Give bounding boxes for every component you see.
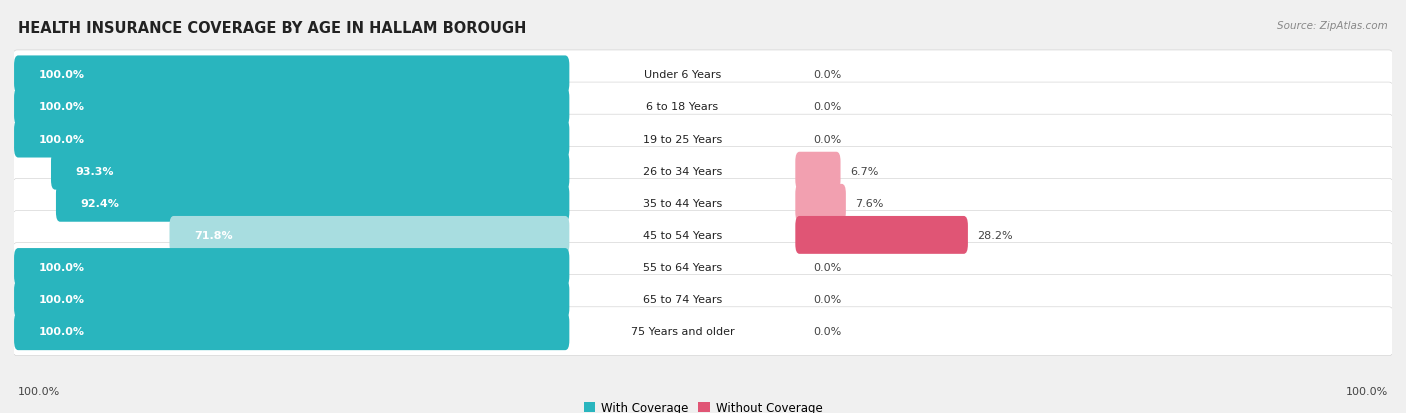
- Text: 100.0%: 100.0%: [39, 70, 84, 80]
- Text: 0.0%: 0.0%: [813, 134, 841, 144]
- Text: 0.0%: 0.0%: [813, 70, 841, 80]
- Text: Under 6 Years: Under 6 Years: [644, 70, 721, 80]
- FancyBboxPatch shape: [14, 120, 569, 158]
- Text: 100.0%: 100.0%: [39, 262, 84, 272]
- FancyBboxPatch shape: [11, 51, 1395, 100]
- Text: 19 to 25 Years: 19 to 25 Years: [643, 134, 721, 144]
- FancyBboxPatch shape: [11, 243, 1395, 292]
- Text: 45 to 54 Years: 45 to 54 Years: [643, 230, 721, 240]
- FancyBboxPatch shape: [51, 152, 569, 190]
- FancyBboxPatch shape: [14, 249, 569, 286]
- Text: 100.0%: 100.0%: [39, 326, 84, 337]
- Text: 0.0%: 0.0%: [813, 294, 841, 304]
- Text: 6.7%: 6.7%: [851, 166, 879, 176]
- FancyBboxPatch shape: [11, 179, 1395, 228]
- Text: 28.2%: 28.2%: [977, 230, 1014, 240]
- Text: 35 to 44 Years: 35 to 44 Years: [643, 198, 721, 208]
- FancyBboxPatch shape: [796, 216, 967, 254]
- Text: HEALTH INSURANCE COVERAGE BY AGE IN HALLAM BOROUGH: HEALTH INSURANCE COVERAGE BY AGE IN HALL…: [18, 21, 527, 36]
- Text: 100.0%: 100.0%: [39, 102, 84, 112]
- FancyBboxPatch shape: [56, 184, 569, 222]
- Text: 100.0%: 100.0%: [39, 134, 84, 144]
- Text: 0.0%: 0.0%: [813, 262, 841, 272]
- Text: 26 to 34 Years: 26 to 34 Years: [643, 166, 721, 176]
- FancyBboxPatch shape: [14, 280, 569, 318]
- Text: 93.3%: 93.3%: [76, 166, 114, 176]
- Text: 0.0%: 0.0%: [813, 102, 841, 112]
- FancyBboxPatch shape: [11, 211, 1395, 260]
- Text: 7.6%: 7.6%: [855, 198, 884, 208]
- Text: 6 to 18 Years: 6 to 18 Years: [647, 102, 718, 112]
- Text: 100.0%: 100.0%: [39, 294, 84, 304]
- FancyBboxPatch shape: [796, 152, 841, 190]
- Text: 55 to 64 Years: 55 to 64 Years: [643, 262, 721, 272]
- FancyBboxPatch shape: [11, 307, 1395, 356]
- Legend: With Coverage, Without Coverage: With Coverage, Without Coverage: [583, 401, 823, 413]
- FancyBboxPatch shape: [11, 275, 1395, 324]
- FancyBboxPatch shape: [14, 56, 569, 94]
- FancyBboxPatch shape: [14, 88, 569, 126]
- Text: Source: ZipAtlas.com: Source: ZipAtlas.com: [1277, 21, 1388, 31]
- Text: 0.0%: 0.0%: [813, 326, 841, 337]
- Text: 100.0%: 100.0%: [18, 387, 60, 396]
- FancyBboxPatch shape: [14, 313, 569, 350]
- FancyBboxPatch shape: [11, 147, 1395, 196]
- FancyBboxPatch shape: [11, 83, 1395, 132]
- FancyBboxPatch shape: [796, 184, 846, 222]
- Text: 100.0%: 100.0%: [1346, 387, 1388, 396]
- Text: 65 to 74 Years: 65 to 74 Years: [643, 294, 721, 304]
- Text: 92.4%: 92.4%: [80, 198, 120, 208]
- FancyBboxPatch shape: [11, 115, 1395, 164]
- FancyBboxPatch shape: [170, 216, 569, 254]
- Text: 71.8%: 71.8%: [194, 230, 233, 240]
- Text: 75 Years and older: 75 Years and older: [630, 326, 734, 337]
